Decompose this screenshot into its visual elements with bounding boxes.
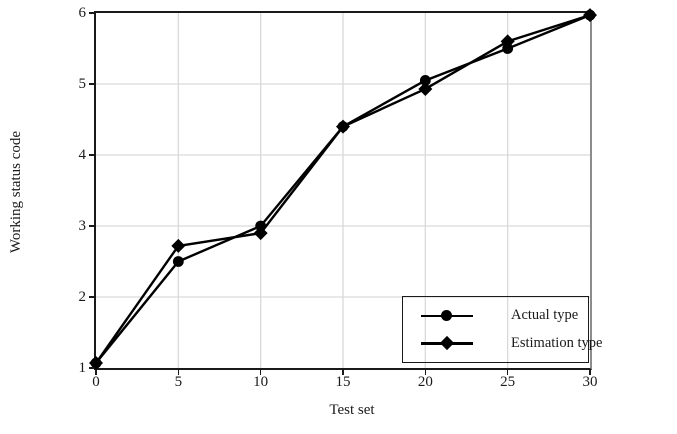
x-tick-mark bbox=[506, 370, 509, 375]
diamond-data-point-marker bbox=[171, 238, 186, 253]
y-tick-mark bbox=[89, 83, 94, 85]
y-tick-label: 2 bbox=[78, 289, 87, 305]
x-tick-mark bbox=[259, 370, 262, 375]
x-tick-label: 25 bbox=[500, 374, 516, 390]
y-tick-label: 3 bbox=[78, 218, 87, 234]
legend-item-circle: Actual type bbox=[421, 304, 588, 328]
y-tick-mark bbox=[89, 367, 94, 369]
y-axis-title: Working status code bbox=[8, 130, 24, 254]
circle-marker-icon bbox=[441, 310, 452, 322]
x-tick-label: 20 bbox=[417, 374, 433, 390]
circle-data-point-marker bbox=[502, 43, 514, 54]
diamond-data-point-marker bbox=[500, 34, 515, 49]
diamond-data-point-marker bbox=[89, 356, 103, 371]
legend-item-diamond: Estimation type bbox=[421, 331, 602, 355]
y-tick-mark bbox=[89, 225, 94, 227]
diamond-data-point-marker bbox=[583, 8, 597, 23]
y-tick-mark bbox=[89, 154, 94, 156]
y-tick-mark bbox=[89, 12, 94, 14]
x-tick-label: 15 bbox=[335, 374, 351, 390]
diamond-data-point-marker bbox=[336, 119, 350, 134]
legend-sample-line bbox=[421, 308, 473, 324]
diamond-marker-icon bbox=[439, 336, 455, 351]
y-tick-label: 5 bbox=[78, 76, 87, 92]
y-tick-mark bbox=[89, 296, 94, 298]
diamond-data-point-marker bbox=[418, 81, 433, 96]
diamond-data-point-marker bbox=[253, 226, 268, 241]
y-tick-label: 1 bbox=[78, 360, 87, 376]
legend: Actual type Estimation type bbox=[402, 296, 602, 363]
legend-label: Estimation type bbox=[511, 334, 603, 351]
x-tick-label: 5 bbox=[174, 374, 183, 390]
y-tick-label: 6 bbox=[78, 5, 87, 21]
x-tick-mark bbox=[424, 370, 427, 375]
x-tick-mark bbox=[95, 370, 97, 375]
y-tick-label: 4 bbox=[78, 147, 87, 163]
plot-svg bbox=[89, 8, 597, 371]
x-tick-mark bbox=[342, 370, 344, 375]
x-tick-mark bbox=[589, 370, 591, 375]
x-axis-title: Test set bbox=[329, 402, 375, 418]
x-tick-mark bbox=[177, 370, 180, 375]
x-tick-label: 10 bbox=[253, 374, 269, 390]
legend-label: Actual type bbox=[511, 307, 579, 324]
x-tick-label: 0 bbox=[92, 374, 100, 390]
circle-data-point-marker bbox=[419, 75, 431, 86]
x-tick-label: 30 bbox=[582, 374, 598, 390]
circle-data-point-marker bbox=[172, 256, 184, 267]
legend-sample-line bbox=[421, 335, 473, 351]
plot-area bbox=[89, 8, 597, 371]
